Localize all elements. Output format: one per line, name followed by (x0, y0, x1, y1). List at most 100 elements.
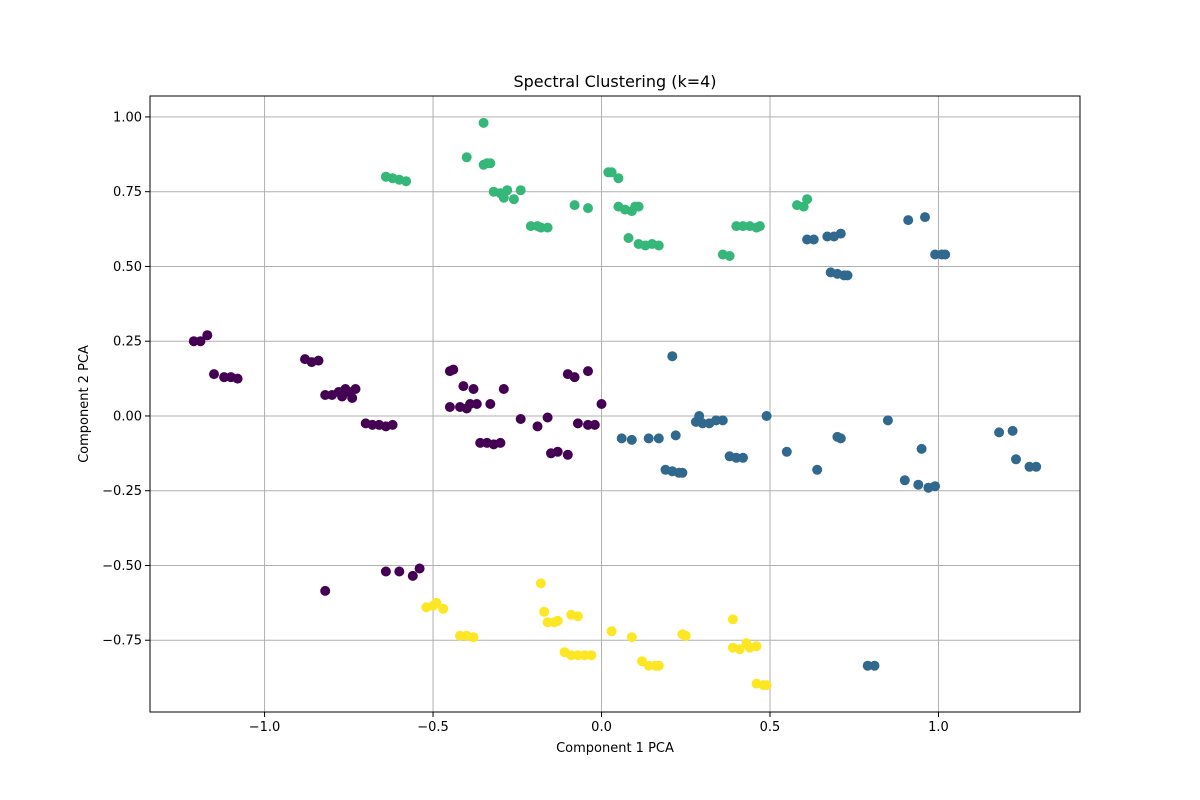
scatter-point-cluster-2 (835, 228, 846, 239)
scatter-point-cluster-3 (583, 203, 593, 214)
scatter-point-cluster-1 (209, 369, 219, 380)
scatter-point-cluster-1 (589, 419, 600, 430)
scatter-point-cluster-2 (940, 249, 951, 260)
scatter-point-cluster-1 (542, 412, 553, 423)
scatter-point-cluster-3 (542, 222, 553, 233)
scatter-point-cluster-4 (438, 603, 449, 614)
scatter-point-cluster-1 (485, 399, 496, 409)
scatter-point-cluster-4 (468, 632, 479, 643)
scatter-point-cluster-3 (623, 233, 634, 243)
scatter-point-cluster-1 (552, 446, 563, 457)
scatter-point-cluster-1 (202, 330, 213, 341)
scatter-point-cluster-2 (717, 415, 728, 426)
y-tick-label: 0.75 (113, 185, 142, 200)
y-tick-label: 1.00 (113, 110, 142, 125)
scatter-point-cluster-4 (734, 644, 745, 655)
scatter-point-cluster-2 (913, 479, 924, 490)
scatter-point-cluster-2 (994, 427, 1005, 438)
scatter-point-cluster-3 (633, 201, 644, 212)
scatter-point-cluster-3 (724, 251, 735, 261)
scatter-point-cluster-2 (616, 433, 627, 444)
scatter-point-cluster-2 (920, 212, 930, 223)
scatter-point-cluster-1 (394, 566, 405, 577)
scatter-point-cluster-2 (916, 443, 927, 454)
scatter-point-cluster-2 (761, 411, 772, 421)
scatter-point-cluster-2 (738, 452, 748, 463)
x-axis-title: Component 1 PCA (556, 741, 674, 756)
scatter-point-cluster-1 (515, 414, 526, 424)
scatter-point-cluster-1 (583, 366, 593, 377)
scatter-point-cluster-2 (670, 430, 681, 441)
scatter-point-cluster-1 (387, 419, 398, 430)
scatter-point-cluster-3 (802, 194, 813, 205)
scatter-point-cluster-2 (677, 467, 688, 478)
scatter-point-cluster-1 (448, 364, 459, 375)
y-tick-label: −0.25 (102, 484, 142, 499)
scatter-point-cluster-2 (781, 446, 792, 457)
scatter-point-cluster-4 (727, 614, 738, 625)
scatter-point-cluster-4 (535, 578, 546, 589)
scatter-point-cluster-2 (626, 434, 637, 445)
scatter-point-cluster-1 (498, 384, 509, 394)
scatter-point-cluster-4 (572, 611, 583, 622)
scatter-point-cluster-3 (508, 194, 519, 205)
scatter-point-cluster-2 (1007, 425, 1018, 436)
scatter-point-cluster-3 (653, 240, 664, 251)
scatter-point-cluster-4 (539, 606, 550, 617)
scatter-point-cluster-2 (842, 270, 853, 281)
scatter-point-cluster-1 (232, 373, 243, 384)
scatter-point-cluster-2 (869, 660, 880, 671)
y-tick-label: 0.00 (113, 409, 142, 424)
y-axis-title: Component 2 PCA (77, 345, 92, 463)
scatter-point-cluster-1 (471, 399, 482, 409)
scatter-point-cluster-4 (431, 597, 442, 608)
scatter-point-cluster-4 (680, 630, 691, 641)
scatter-point-cluster-1 (569, 372, 580, 383)
y-tick-label: −0.75 (102, 634, 142, 649)
scatter-point-cluster-3 (515, 185, 526, 196)
scatter-point-cluster-2 (653, 433, 664, 444)
scatter-point-cluster-1 (596, 399, 607, 409)
scatter-point-cluster-2 (835, 433, 846, 444)
scatter-point-cluster-1 (350, 384, 361, 394)
scatter-point-cluster-4 (606, 626, 617, 637)
plot-frame (149, 95, 1081, 713)
scatter-point-cluster-3 (401, 176, 412, 187)
scatter-point-cluster-1 (320, 585, 331, 596)
y-tick-label: −0.50 (102, 559, 142, 574)
scatter-point-cluster-2 (694, 411, 705, 421)
scatter-point-cluster-3 (478, 117, 489, 128)
data-points (188, 117, 1042, 691)
x-tick-label: 0.5 (760, 720, 781, 735)
x-tick-label: −0.5 (417, 720, 449, 735)
scatter-point-cluster-4 (586, 650, 597, 661)
scatter-point-cluster-4 (751, 641, 762, 652)
scatter-point-cluster-4 (626, 632, 637, 643)
scatter-point-cluster-2 (899, 475, 910, 486)
scatter-point-cluster-1 (458, 381, 469, 392)
scatter-point-cluster-3 (754, 221, 765, 232)
scatter-point-cluster-3 (502, 185, 513, 196)
scatter-point-cluster-1 (380, 566, 391, 577)
scatter-point-cluster-1 (347, 393, 358, 403)
scatter-point-cluster-1 (195, 336, 206, 347)
scatter-point-cluster-4 (761, 680, 772, 691)
y-tick-label: 0.50 (113, 260, 142, 275)
scatter-point-cluster-3 (613, 173, 624, 184)
scatter-point-cluster-2 (1031, 461, 1042, 472)
scatter-point-cluster-2 (812, 464, 823, 475)
y-tick-label: 0.25 (113, 335, 142, 350)
scatter-point-cluster-1 (495, 437, 506, 448)
scatter-point-cluster-1 (407, 570, 418, 581)
scatter-point-cluster-2 (643, 433, 654, 444)
scatter-point-cluster-3 (485, 158, 496, 169)
scatter-point-cluster-1 (572, 418, 583, 429)
scatter-point-cluster-1 (313, 355, 324, 366)
scatter-point-cluster-3 (606, 167, 617, 178)
scatter-point-cluster-1 (414, 563, 425, 574)
scatter-point-cluster-2 (667, 351, 678, 362)
scatter-point-cluster-4 (653, 660, 664, 671)
x-tick-label: −1.0 (249, 720, 281, 735)
scatter-point-cluster-3 (569, 200, 580, 211)
